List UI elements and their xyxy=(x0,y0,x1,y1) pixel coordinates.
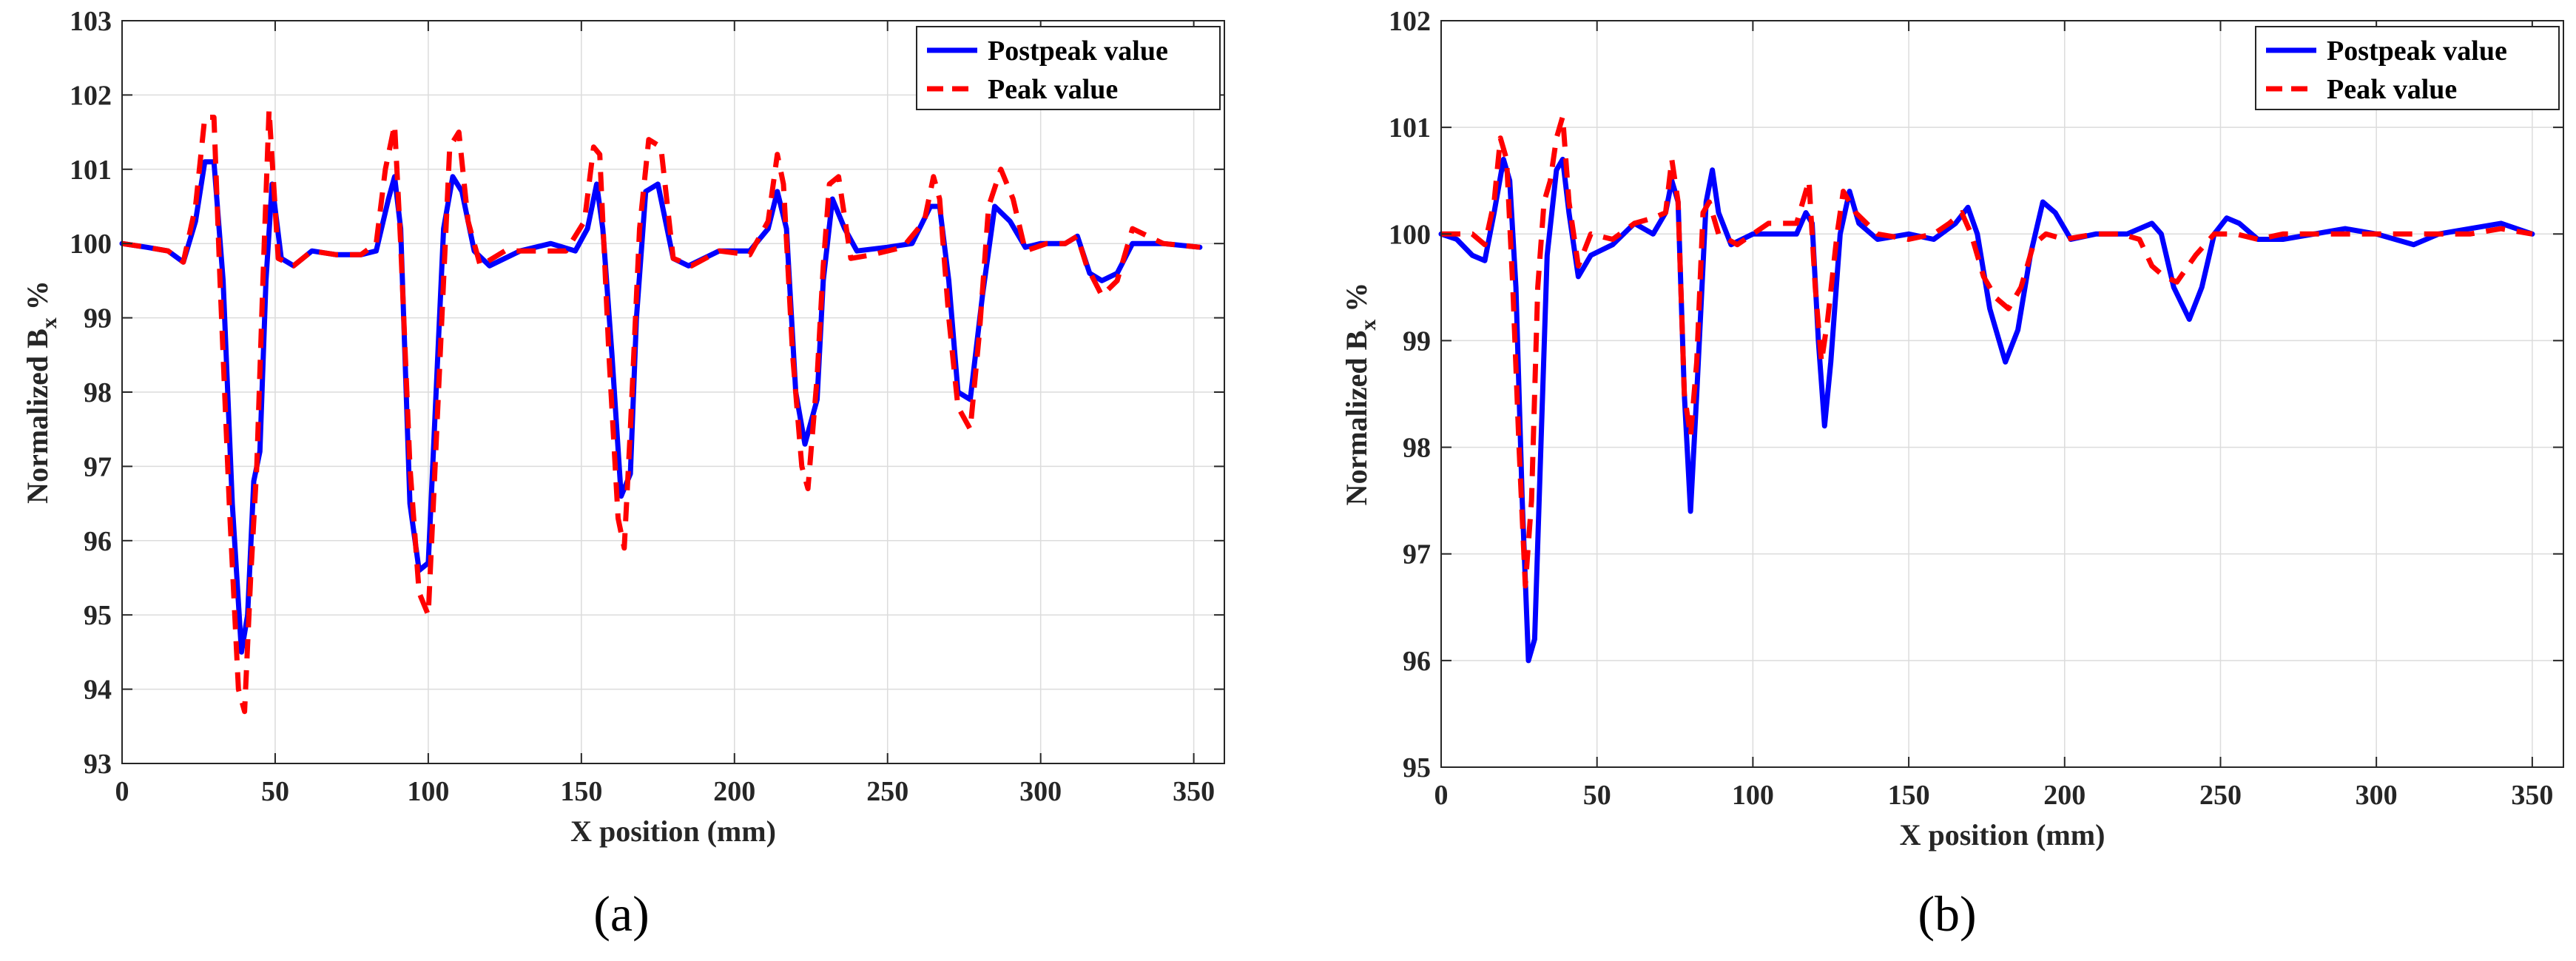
series-peak-value-line xyxy=(1441,114,2533,589)
legend-peak-label: Peak value xyxy=(2327,74,2457,105)
x-tick-label: 150 xyxy=(1888,780,1930,811)
series-postpeak-value-line xyxy=(1438,156,2535,664)
x-tick-label: 250 xyxy=(866,776,908,807)
panel-label: (b) xyxy=(1918,886,1976,942)
y-tick-label: 102 xyxy=(70,80,112,111)
y-tick-label: 95 xyxy=(84,600,112,631)
legend-postpeak-label: Postpeak value xyxy=(988,36,1168,67)
x-tick-label: 100 xyxy=(1732,780,1774,811)
y-tick-label: 101 xyxy=(70,155,112,186)
y-tick-label: 101 xyxy=(1389,112,1431,144)
x-tick-label: 300 xyxy=(1019,776,1062,807)
x-tick-label: 50 xyxy=(261,776,289,807)
x-tick-label: 300 xyxy=(2356,780,2398,811)
legend-peak-label: Peak value xyxy=(988,74,1118,105)
x-tick-label: 250 xyxy=(2199,780,2242,811)
x-tick-label: 100 xyxy=(407,776,449,807)
y-tick-label: 97 xyxy=(84,451,112,482)
x-tick-label: 0 xyxy=(1434,780,1449,811)
y-axis-label: Normalized Bx% xyxy=(1340,283,1380,506)
y-tick-label: 94 xyxy=(84,675,112,706)
y-tick-label: 99 xyxy=(1403,326,1431,357)
y-tick-label: 98 xyxy=(1403,433,1431,464)
y-tick-label: 99 xyxy=(84,303,112,334)
x-axis-label: X position (mm) xyxy=(1900,818,2105,852)
y-axis-label: Normalized Bx% xyxy=(21,280,61,504)
x-tick-label: 200 xyxy=(2043,780,2086,811)
x-tick-label: 150 xyxy=(560,776,602,807)
x-tick-label: 350 xyxy=(1173,776,1215,807)
series-peak-value-line xyxy=(121,107,1201,715)
y-tick-label: 97 xyxy=(1403,539,1431,570)
y-tick-label: 100 xyxy=(70,229,112,260)
x-tick-label: 50 xyxy=(1583,780,1611,811)
y-tick-label: 103 xyxy=(70,6,112,37)
y-tick-label: 102 xyxy=(1389,6,1431,37)
series-postpeak-value-line xyxy=(119,159,1203,655)
y-tick-label: 93 xyxy=(84,749,112,780)
x-tick-label: 0 xyxy=(115,776,129,807)
panel-label: (a) xyxy=(593,886,649,942)
legend-box xyxy=(916,26,1221,110)
y-tick-label: 95 xyxy=(1403,752,1431,783)
y-tick-label: 100 xyxy=(1389,219,1431,250)
legend-box xyxy=(2255,26,2560,110)
plot-area xyxy=(1441,21,2563,767)
y-tick-label: 96 xyxy=(1403,646,1431,677)
x-axis-label: X position (mm) xyxy=(570,815,776,848)
x-tick-label: 200 xyxy=(713,776,755,807)
y-tick-label: 98 xyxy=(84,377,112,408)
plot-frame xyxy=(1440,20,2564,768)
y-tick-label: 96 xyxy=(84,526,112,557)
chart-panel-b: 0 50 100 150 200 250 300 350 95 96 97 98 99 100 101 102… xyxy=(1340,6,2564,942)
legend-postpeak-label: Postpeak value xyxy=(2327,36,2507,67)
chart-panel-a: 0 50 100 150 200 250 300 350 93 94 95 96 97 98 99 100 10… xyxy=(21,6,1225,942)
x-tick-label: 350 xyxy=(2511,780,2553,811)
